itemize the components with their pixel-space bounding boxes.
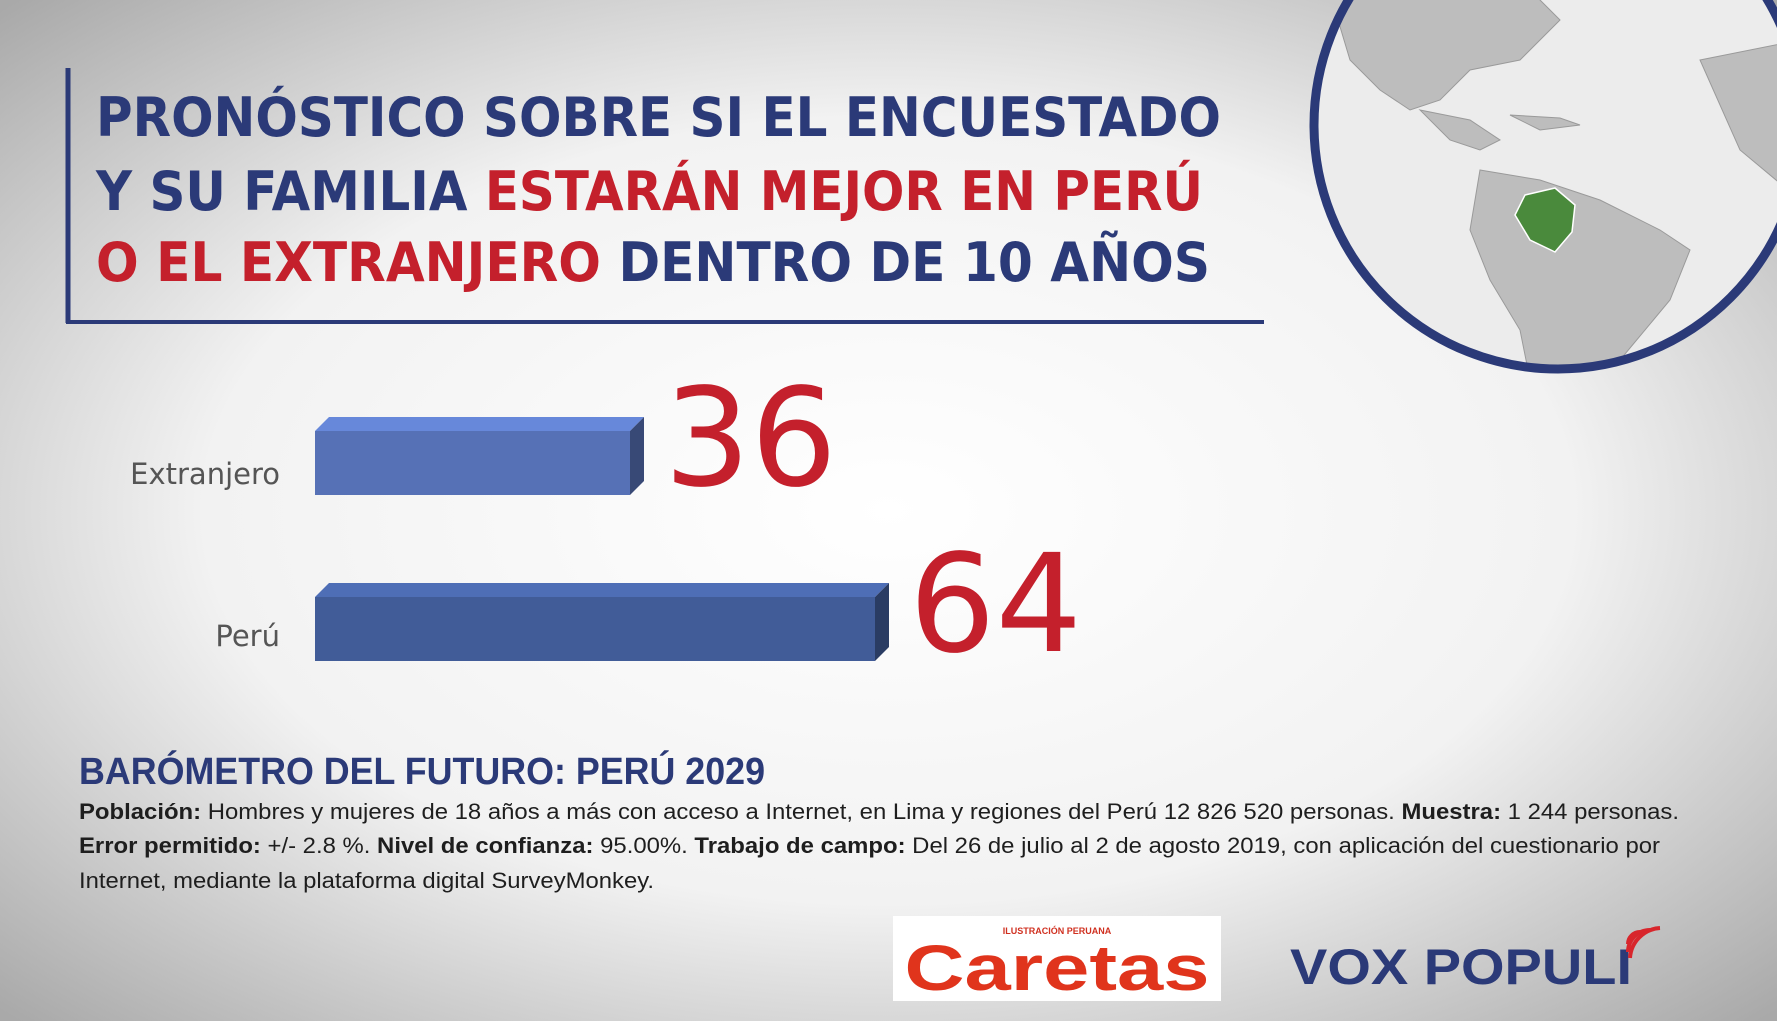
note-text: Del 26 de julio al 2 de agosto 2019, con… [906, 833, 1660, 858]
category-label: Extranjero [130, 457, 280, 491]
bar-side [875, 583, 889, 661]
note-text: 95.00%. [593, 833, 694, 858]
title-line: PRONÓSTICO SOBRE SI EL ENCUESTADO [96, 86, 1221, 149]
note-label: Error permitido: [79, 833, 261, 858]
footer-notes: Población: Hombres y mujeres de 18 años … [79, 799, 1679, 893]
note-text: Hombres y mujeres de 18 años a más con a… [201, 799, 1401, 824]
caretas-logo: Caretas [905, 932, 1210, 1004]
footer-heading: BARÓMETRO DEL FUTURO: PERÚ 2029 [79, 749, 765, 793]
bar [315, 597, 875, 661]
plot: 36 Extranjero 64 Perú [130, 360, 1082, 684]
title-segment: Y SU FAMILIA [95, 160, 485, 223]
note-line: Población: Hombres y mujeres de 18 años … [79, 799, 1679, 824]
note-label: Nivel de confianza: [377, 833, 593, 858]
bar-top [315, 583, 889, 597]
title-segment: DENTRO DE 10 AÑOS [601, 231, 1210, 294]
title-line: O EL EXTRANJERO DENTRO DE 10 AÑOS [96, 231, 1210, 294]
value-label: 64 [909, 526, 1082, 684]
chart-title: PRONÓSTICO SOBRE SI EL ENCUESTADO Y SU FA… [95, 86, 1221, 294]
note-text: 1 244 personas. [1501, 799, 1679, 824]
note-line: Error permitido: +/- 2.8 %. Nivel de con… [79, 833, 1660, 858]
value-label: 36 [664, 360, 837, 518]
bar [315, 431, 630, 495]
voxpopuli-signal [1626, 926, 1661, 959]
bar-side [630, 417, 644, 495]
note-line: Internet, mediante la plataforma digital… [79, 868, 654, 893]
note-label: Población: [79, 799, 201, 824]
globe [1309, 0, 1777, 374]
note-text: Internet, mediante la plataforma digital… [79, 868, 654, 893]
title-segment: PRONÓSTICO SOBRE SI EL ENCUESTADO [96, 86, 1221, 149]
category-label: Perú [215, 619, 280, 653]
note-label: Trabajo de campo: [694, 833, 905, 858]
title-segment: O EL EXTRANJERO [96, 231, 601, 294]
caretas-tagline: ILUSTRACIÓN PERUANA [1003, 925, 1112, 936]
title-segment: ESTARÁN MEJOR EN PERÚ [485, 160, 1203, 223]
caretas-logo-box [893, 916, 1221, 1001]
bar-top [315, 417, 644, 431]
title-line: Y SU FAMILIA ESTARÁN MEJOR EN PERÚ [95, 160, 1203, 223]
note-text: +/- 2.8 %. [261, 833, 377, 858]
voxpopuli-logo: VOX POPULI [1290, 939, 1632, 995]
note-label: Muestra: [1401, 799, 1501, 824]
